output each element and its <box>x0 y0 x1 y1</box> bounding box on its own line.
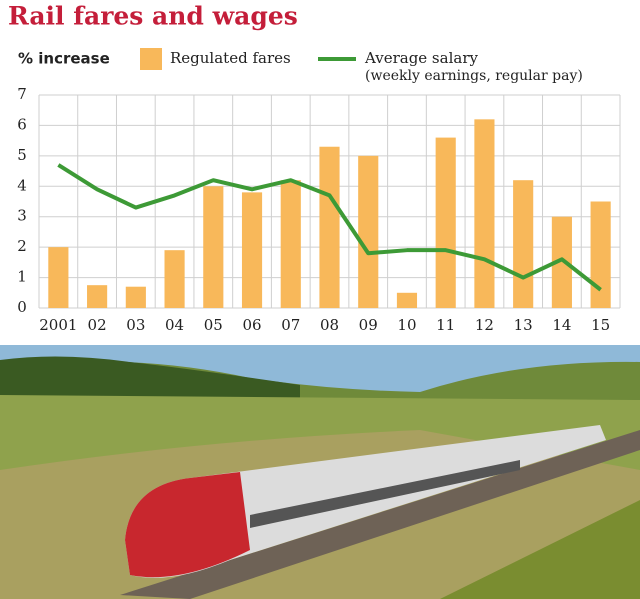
bar <box>474 119 495 308</box>
y-tick-label: 0 <box>17 298 27 316</box>
train-windows <box>250 460 520 528</box>
bar <box>319 146 340 308</box>
embankment <box>440 500 640 599</box>
y-tick-label: 6 <box>17 115 27 133</box>
x-tick-label: 11 <box>436 316 455 334</box>
x-tick-label: 02 <box>88 316 107 334</box>
bar <box>396 292 418 308</box>
trees <box>0 356 300 400</box>
x-tick-label: 08 <box>320 316 339 334</box>
y-axis-label: % increase <box>18 50 110 68</box>
legend-swatch <box>140 48 162 70</box>
chart-title: Rail fares and wages <box>8 2 298 31</box>
y-tick-label: 7 <box>17 85 27 103</box>
track <box>120 430 640 599</box>
bar <box>203 186 224 308</box>
x-tick-label: 09 <box>359 316 378 334</box>
bar <box>513 180 534 308</box>
legend: Regulated fares Average salary <box>140 48 478 70</box>
y-tick-label: 1 <box>17 268 27 286</box>
x-tick-label: 04 <box>165 316 184 334</box>
x-tick-label: 12 <box>475 316 494 334</box>
legend-label: Average salary <box>364 49 478 67</box>
bar <box>48 247 69 308</box>
photo <box>0 345 640 599</box>
x-tick-label: 10 <box>397 316 416 334</box>
x-tick-label: 2001 <box>39 316 77 334</box>
x-tick-label: 13 <box>514 316 533 334</box>
y-tick-label: 4 <box>17 176 27 194</box>
x-tick-label: 05 <box>204 316 223 334</box>
bar <box>358 155 379 308</box>
bar <box>241 192 263 308</box>
legend-label: Regulated fares <box>170 49 291 67</box>
y-tick-label: 2 <box>17 237 27 255</box>
bar <box>435 137 456 308</box>
y-tick-label: 3 <box>17 207 27 225</box>
x-tick-label: 03 <box>126 316 145 334</box>
train-nose <box>125 472 250 578</box>
legend-note: (weekly earnings, regular pay) <box>365 68 583 84</box>
bar <box>551 216 572 308</box>
bar <box>87 285 108 308</box>
x-tick-label: 07 <box>281 316 300 334</box>
bar <box>280 180 301 308</box>
bar <box>590 201 611 308</box>
x-tick-label: 14 <box>552 316 571 334</box>
bar <box>125 286 146 308</box>
y-tick-label: 5 <box>17 146 27 164</box>
x-tick-label: 15 <box>591 316 610 334</box>
line <box>57 163 602 292</box>
x-tick-label: 06 <box>242 316 261 334</box>
bar <box>164 250 185 308</box>
